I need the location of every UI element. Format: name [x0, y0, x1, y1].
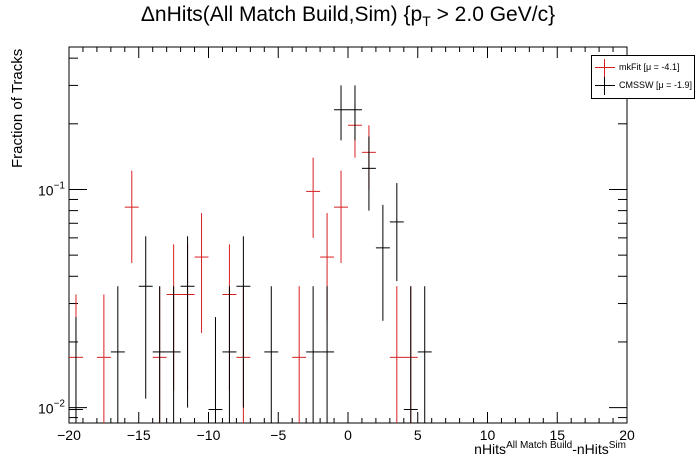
- x-tick-label: 20: [619, 427, 635, 443]
- x-tick-label: 10: [480, 427, 496, 443]
- legend: mkFit [μ = -4.1] CMSSW [μ = -1.9]: [591, 55, 695, 99]
- x-tick-label: −10: [197, 427, 221, 443]
- x-axis-label: nHitsAll Match Build-nHitsSim: [474, 440, 626, 457]
- legend-marker-cmssw: [595, 77, 615, 95]
- x-tick-label: −5: [270, 427, 286, 443]
- plot-frame: [68, 46, 628, 424]
- legend-entry-cmssw: CMSSW [μ = -1.9]: [592, 77, 694, 95]
- y-tick-label: 10−2: [38, 399, 65, 417]
- legend-marker-mkfit: [595, 59, 615, 77]
- legend-label-cmssw: CMSSW [μ = -1.9]: [619, 80, 692, 90]
- legend-label-mkfit: mkFit [μ = -4.1]: [619, 62, 680, 72]
- x-tick-label: 5: [414, 427, 422, 443]
- x-tick-label: −20: [57, 427, 81, 443]
- x-tick-label: 15: [549, 427, 565, 443]
- y-tick-label: 10−1: [38, 180, 65, 198]
- x-tick-label: 0: [344, 427, 352, 443]
- chart-title: ΔnHits(All Match Build,Sim) {pT > 2.0 Ge…: [140, 3, 556, 30]
- y-axis-label: Fraction of Tracks: [9, 48, 26, 168]
- x-tick-label: −15: [127, 427, 151, 443]
- legend-entry-mkfit: mkFit [μ = -4.1]: [592, 59, 694, 77]
